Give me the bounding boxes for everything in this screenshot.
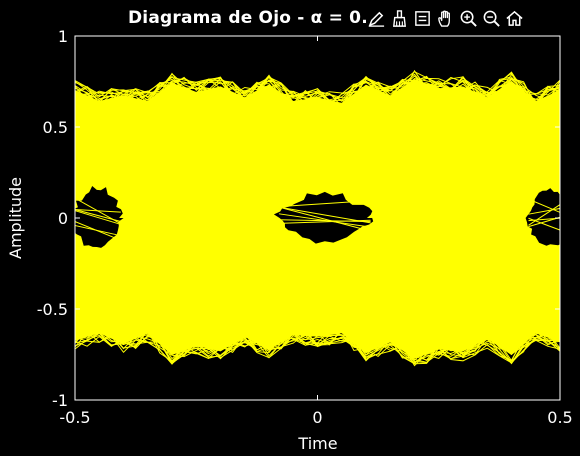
trace-line: [75, 70, 560, 102]
pan-hand-icon[interactable]: [435, 7, 456, 29]
trace-line: [75, 332, 560, 363]
eye-crossing-trace: [528, 217, 560, 231]
x-tick-label: 0.5: [547, 408, 572, 427]
trace-line: [75, 78, 560, 107]
trace-line: [75, 73, 560, 109]
eye-crossing-trace: [75, 210, 121, 225]
eye-crossing-trace: [528, 217, 560, 222]
y-tick-label: -0.5: [37, 300, 68, 319]
edit-plot-icon[interactable]: [366, 7, 387, 29]
eye-opening: [525, 188, 560, 246]
trace-line: [75, 72, 560, 106]
eye-crossing-trace: [75, 220, 122, 241]
data-cursor-icon[interactable]: [412, 7, 433, 29]
eye-crossing-trace: [278, 219, 371, 224]
y-axis-label: Amplitude: [6, 177, 25, 259]
eye-opening: [75, 186, 124, 248]
home-icon[interactable]: [504, 7, 525, 29]
x-axis-label: Time: [297, 434, 337, 453]
trace-line: [75, 328, 560, 362]
axis-ticks: -0.5 0 0.5-1-0.500.51: [37, 27, 573, 427]
eye-crossing-trace: [528, 216, 560, 228]
y-tick-label: 0.5: [43, 118, 68, 137]
x-tick-label: 0: [312, 408, 322, 427]
eye-crossing-trace: [75, 209, 121, 223]
x-tick-label: -0.5: [59, 408, 90, 427]
y-tick-label: -1: [52, 391, 68, 410]
trace-line: [75, 71, 560, 105]
eye-crossing-trace: [278, 200, 371, 208]
eye-crossing-trace: [528, 198, 560, 213]
trace-line: [75, 328, 560, 362]
eye-crossing-trace: [278, 206, 371, 224]
eye-crossing-trace: [278, 219, 371, 223]
trace-lines: [75, 69, 560, 367]
eye-crossing-trace: [528, 207, 560, 215]
zoom-out-icon[interactable]: [481, 7, 502, 29]
brush-icon[interactable]: [389, 7, 410, 29]
y-tick-label: 0: [58, 209, 68, 228]
eye-crossing-trace: [278, 206, 371, 232]
y-tick-label: 1: [58, 27, 68, 46]
trace-line: [75, 76, 560, 104]
chart-title: Diagrama de Ojo - α = 0.: [128, 8, 368, 28]
trace-line: [75, 330, 560, 367]
axes-toolbar: [366, 5, 525, 31]
zoom-in-icon[interactable]: [458, 7, 479, 29]
